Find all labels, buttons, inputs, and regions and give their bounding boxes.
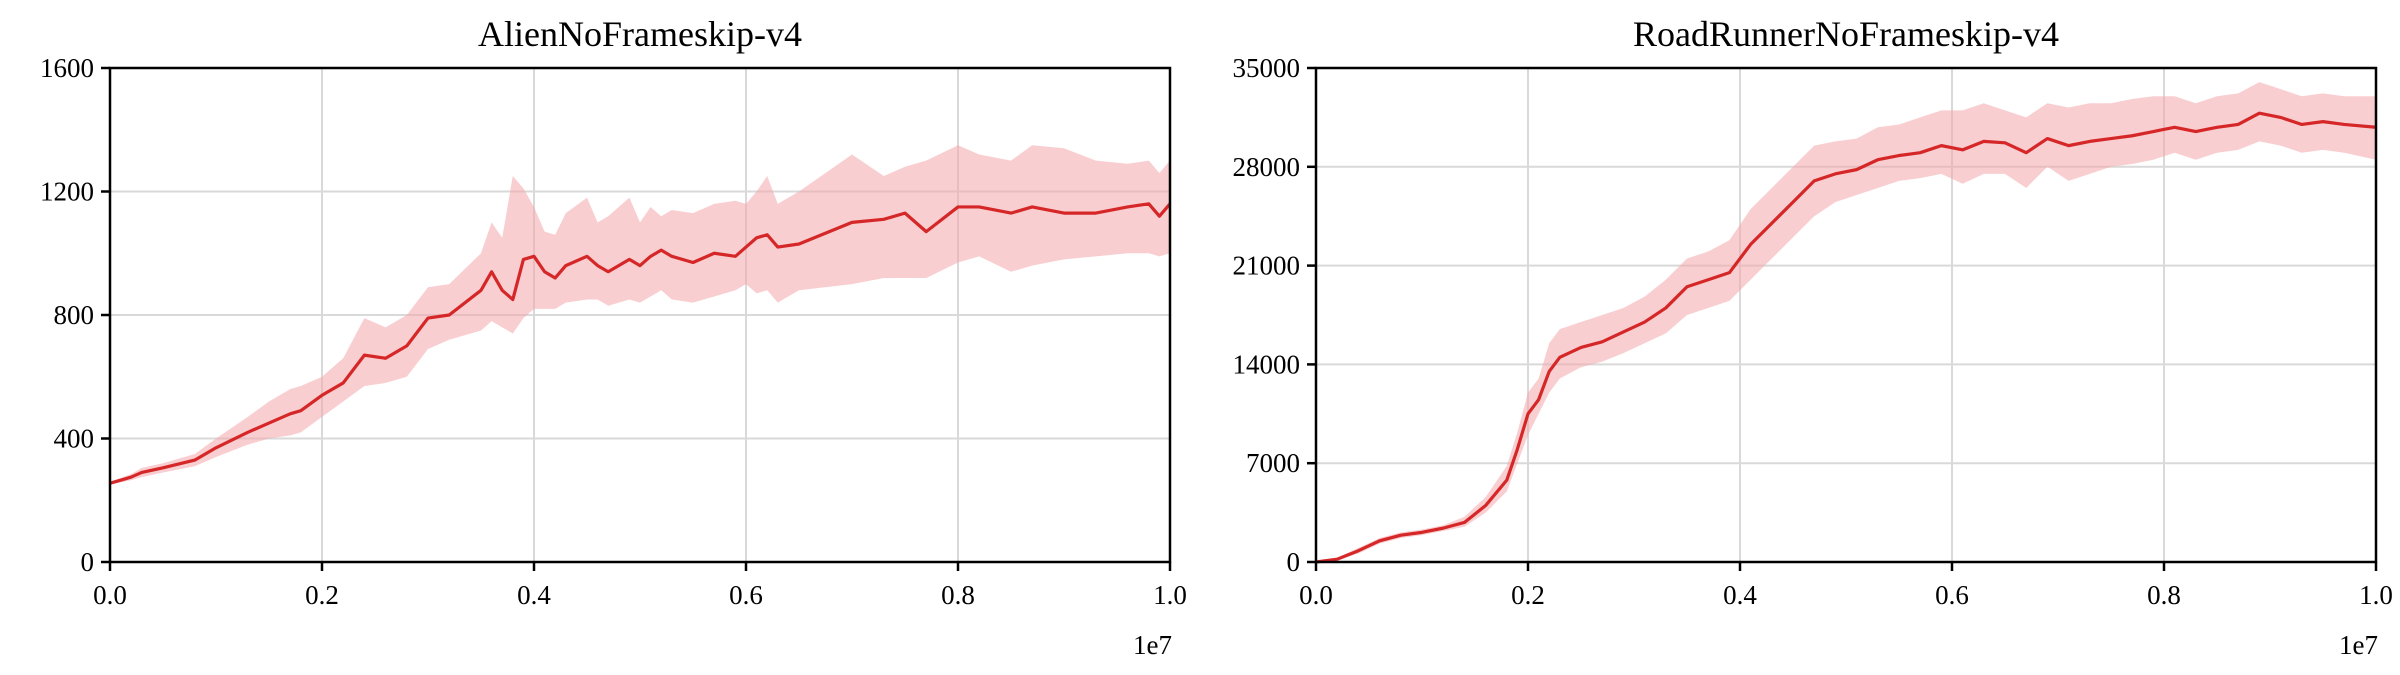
y-tick-label: 14000 [1233, 349, 1301, 379]
confidence-band [110, 145, 1170, 485]
mean-line [1315, 111, 2377, 564]
y-tick-label: 1200 [40, 177, 94, 207]
chart-title: AlienNoFrameskip-v4 [478, 14, 802, 54]
y-tick-label: 800 [54, 300, 95, 330]
y-tick-label: 0 [81, 547, 95, 577]
x-tick-label: 0.6 [729, 580, 763, 610]
y-tick-label: 0 [1287, 547, 1301, 577]
x-tick-label: 0.4 [517, 580, 551, 610]
x-tick-label: 1.0 [1153, 580, 1187, 610]
y-tick-label: 21000 [1233, 251, 1301, 281]
y-tick-label: 7000 [1246, 448, 1300, 478]
x-tick-label: 0.0 [93, 580, 127, 610]
x-tick-label: 0.4 [1723, 580, 1757, 610]
plot-frame [1314, 66, 2378, 564]
x-offset-label: 1e7 [1133, 630, 1172, 660]
confidence-band [1316, 82, 2376, 563]
x-tick-label: 0.2 [1511, 580, 1545, 610]
y-tick-label: 35000 [1233, 53, 1301, 83]
y-tick-label: 1600 [40, 53, 94, 83]
x-tick-label: 0.8 [2147, 580, 2181, 610]
x-tick-label: 0.8 [941, 580, 975, 610]
x-tick-label: 1.0 [2359, 580, 2393, 610]
x-tick-label: 0.6 [1935, 580, 1969, 610]
x-tick-label: 0.0 [1299, 580, 1333, 610]
chart-panel-2: 0.0 0.2 0.4 0.6 0.8 1.0 0 7000 14000 21000 28000 35… [1233, 14, 2393, 660]
chart-panel-1: 0.0 0.2 0.4 0.6 0.8 1.0 0 400 800 1200 1600 1e7 Alie… [40, 14, 1187, 660]
x-tick-label: 0.2 [305, 580, 339, 610]
x-offset-label: 1e7 [2339, 630, 2378, 660]
y-tick-label: 28000 [1233, 152, 1301, 182]
mean-line [109, 202, 1172, 485]
chart-title: RoadRunnerNoFrameskip-v4 [1633, 14, 2059, 54]
y-tick-label: 400 [54, 424, 95, 454]
